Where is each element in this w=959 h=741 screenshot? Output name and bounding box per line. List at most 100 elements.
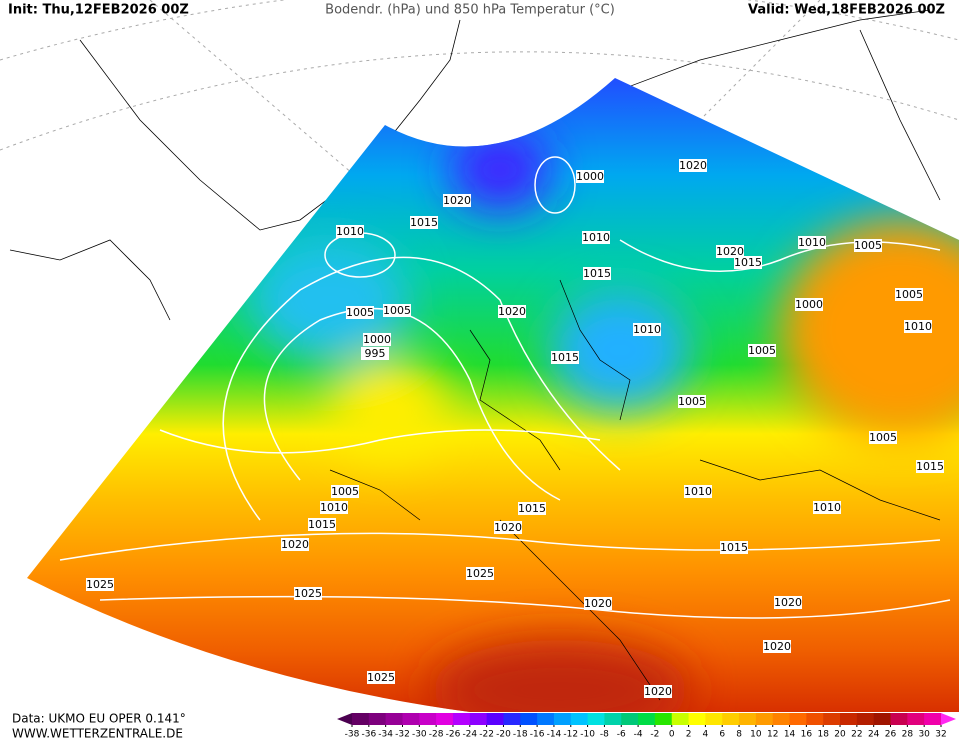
isobar-label-box: [320, 501, 348, 514]
isobar-label: 1010: [904, 320, 932, 333]
isobar-label: 1010: [633, 323, 661, 336]
colorbar-label: 0: [669, 730, 675, 740]
isobar-label: 1010: [813, 501, 841, 514]
isobar-label: 1000: [363, 333, 391, 346]
isobar-label: 1015: [410, 216, 438, 229]
isobar-label-box: [813, 501, 841, 514]
isobar-label-box: [684, 485, 712, 498]
colorbar-box: [402, 713, 420, 725]
isobar-label: 1020: [763, 640, 791, 653]
isobar-label-box: [443, 194, 471, 207]
isobar-label-box: [583, 267, 611, 280]
colorbar-box: [352, 713, 370, 725]
colorbar-label: 30: [918, 730, 930, 740]
colorbar-label: -6: [617, 730, 626, 740]
isobar-label: 1015: [916, 460, 944, 473]
colorbar-end: [941, 713, 956, 725]
isobar-label: 1020: [716, 245, 744, 258]
isobar-label: 1005: [869, 431, 897, 444]
isobar-label: 1010: [320, 501, 348, 514]
colorbar-box: [621, 713, 639, 725]
colorbar-box: [806, 713, 824, 725]
init-time: Init: Thu,12FEB2026 00Z: [8, 3, 189, 18]
colorbar-label: -32: [395, 730, 410, 740]
colorbar-label: -2: [650, 730, 659, 740]
colorbar-box: [419, 713, 437, 725]
colorbar-label: 18: [817, 730, 829, 740]
isobar-label-box: [678, 395, 706, 408]
isobar-label-box: [308, 518, 336, 531]
colorbar-box: [469, 713, 488, 725]
isobar-label-box: [518, 502, 546, 515]
isobar-label-box: [644, 685, 672, 698]
colorbar-label: 24: [868, 730, 880, 740]
colorbar-label: 14: [784, 730, 796, 740]
colorbar-label: -8: [600, 730, 609, 740]
isobar-label: 995: [365, 347, 386, 360]
colorbar-box: [688, 713, 706, 725]
isobar-label-box: [854, 239, 882, 252]
colorbar-box: [772, 713, 791, 725]
colorbar-box: [755, 713, 774, 725]
isobar-label-box: [748, 344, 776, 357]
colorbar-box: [890, 713, 908, 725]
colorbar-box: [654, 713, 673, 725]
isobar-label-box: [679, 159, 707, 172]
isobar-label-box: [410, 216, 438, 229]
colorbar-box: [520, 713, 538, 725]
isobar-label: 1015: [551, 351, 579, 364]
colorbar-box: [604, 713, 622, 725]
isobar-label: 1005: [331, 485, 359, 498]
isobar-label: 1010: [798, 236, 826, 249]
isobar-label-box: [716, 245, 744, 258]
colorbar-label: -14: [547, 730, 562, 740]
colorbar-box: [789, 713, 807, 725]
colorbar-box: [671, 713, 690, 725]
isobar-label: 1020: [584, 597, 612, 610]
valid-time: Valid: Wed,18FEB2026 00Z: [748, 3, 945, 18]
isobar-label: 1020: [443, 194, 471, 207]
isobar-label: 1000: [576, 170, 604, 183]
isobar-label-box: [281, 538, 309, 551]
colorbar-box: [722, 713, 740, 725]
isobar-label: 1000: [795, 298, 823, 311]
colorbar-label: -10: [580, 730, 595, 740]
isobar-label-box: [582, 231, 610, 244]
colorbar-label: -12: [563, 730, 578, 740]
isobar-label-box: [734, 256, 762, 269]
colorbar-label: -30: [412, 730, 427, 740]
colorbar-box: [503, 713, 521, 725]
coastlines-outside: [9, 9, 941, 321]
isobar-label-box: [916, 460, 944, 473]
isobar-label: 1015: [308, 518, 336, 531]
isobar-label-box: [904, 320, 932, 333]
isobar-label-box: [383, 304, 411, 317]
isobar-label: 1010: [336, 225, 364, 238]
colorbar-box: [436, 713, 454, 725]
colorbar-box: [739, 713, 757, 725]
colorbar-label: 12: [767, 730, 778, 740]
colorbar-label: -24: [462, 730, 477, 740]
isobar-label-box: [466, 567, 494, 580]
colorbar-label: 6: [719, 730, 725, 740]
colorbar-label: -26: [446, 730, 461, 740]
isobar-label: 1020: [774, 596, 802, 609]
isobar-label-box: [869, 431, 897, 444]
website: WWW.WETTERZENTRALE.DE: [12, 727, 183, 741]
map-title: Bodendr. (hPa) und 850 hPa Temperatur (°…: [325, 3, 615, 18]
coastlines: [329, 279, 941, 701]
isobar-label-box: [367, 671, 395, 684]
colorbar-label: -28: [429, 730, 444, 740]
colorbar-end: [337, 713, 352, 725]
isobar-label: 1020: [281, 538, 309, 551]
colorbar-label: -16: [530, 730, 545, 740]
isobar-label-box: [795, 298, 823, 311]
colorbar-label: 26: [885, 730, 897, 740]
colorbar-label: 4: [703, 730, 709, 740]
isobar-label-box: [331, 485, 359, 498]
colorbar-box: [570, 713, 589, 725]
data-source: Data: UKMO EU OPER 0.141°: [12, 712, 186, 726]
isobar-label: 1005: [383, 304, 411, 317]
isobar-label: 1010: [582, 231, 610, 244]
